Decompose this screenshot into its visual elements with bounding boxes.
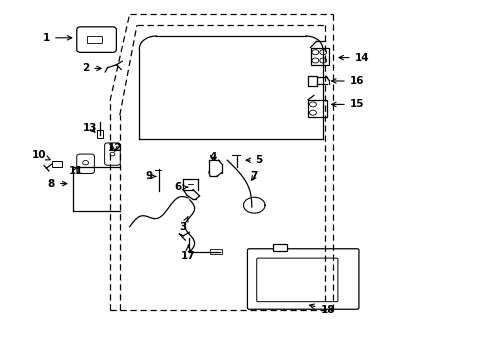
Text: 6: 6 — [175, 182, 187, 192]
Text: 18: 18 — [309, 304, 334, 315]
Text: 10: 10 — [32, 150, 50, 160]
Text: 17: 17 — [181, 245, 195, 261]
Circle shape — [311, 58, 318, 63]
Text: 9: 9 — [145, 171, 155, 181]
Text: 13: 13 — [83, 123, 98, 133]
Circle shape — [311, 50, 318, 55]
Circle shape — [319, 58, 326, 63]
Circle shape — [309, 110, 316, 115]
Text: 11: 11 — [68, 166, 83, 176]
Text: 7: 7 — [250, 171, 258, 181]
Bar — [86, 36, 102, 43]
Text: 15: 15 — [331, 99, 364, 109]
Bar — [52, 161, 62, 167]
Text: 5: 5 — [245, 155, 262, 165]
Bar — [210, 249, 222, 254]
Text: 2: 2 — [82, 63, 101, 73]
Text: 1: 1 — [43, 33, 72, 43]
Text: 4: 4 — [208, 152, 216, 162]
FancyBboxPatch shape — [77, 154, 94, 174]
FancyBboxPatch shape — [104, 143, 120, 165]
Bar — [307, 76, 316, 86]
Text: 3: 3 — [180, 216, 188, 232]
FancyBboxPatch shape — [256, 258, 337, 302]
Text: 14: 14 — [338, 53, 368, 63]
Bar — [310, 48, 328, 65]
Text: 16: 16 — [331, 76, 364, 86]
Circle shape — [309, 102, 316, 107]
FancyBboxPatch shape — [77, 27, 116, 52]
Text: 12: 12 — [107, 143, 122, 153]
Bar — [97, 130, 103, 138]
Circle shape — [110, 152, 115, 156]
Bar — [272, 244, 286, 251]
Circle shape — [319, 50, 326, 55]
Text: 8: 8 — [48, 179, 67, 189]
Circle shape — [82, 161, 88, 165]
Bar — [307, 100, 326, 117]
FancyBboxPatch shape — [247, 249, 358, 309]
